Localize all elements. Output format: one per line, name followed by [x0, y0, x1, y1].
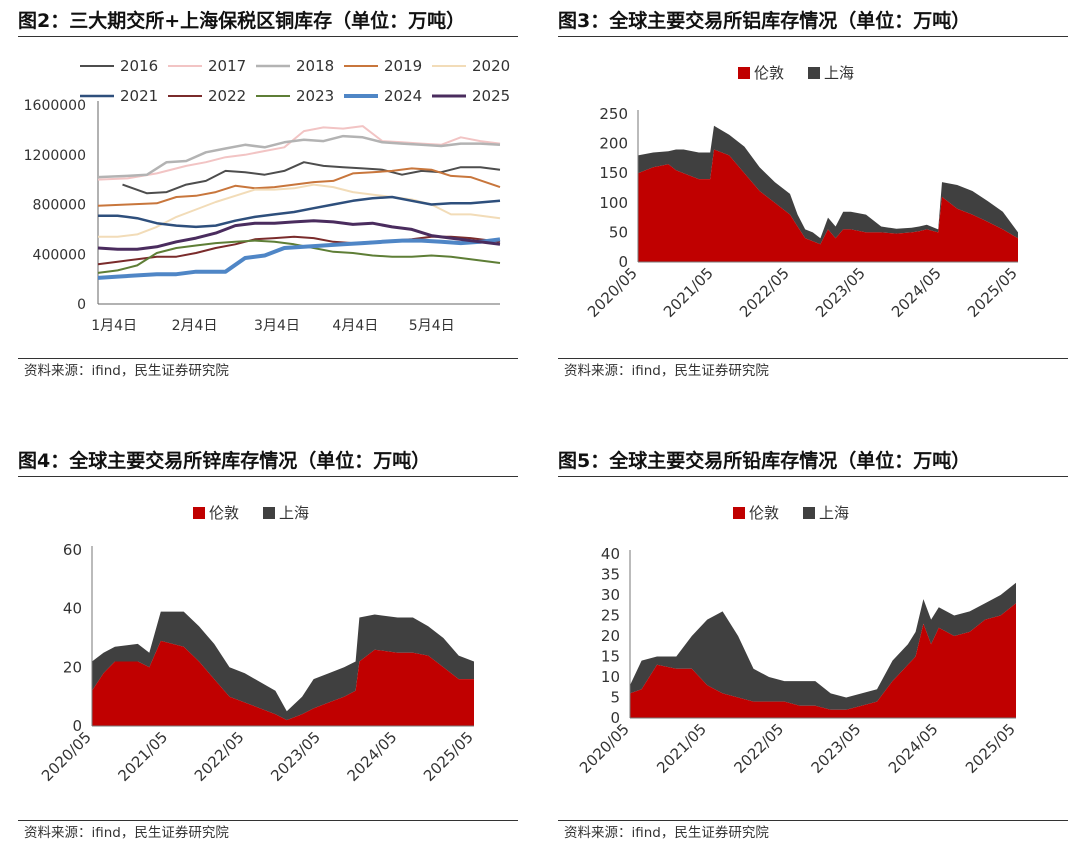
y-tick-label: 15 — [601, 648, 620, 666]
x-tick-label: 2022/05 — [191, 728, 248, 785]
legend-label: 2017 — [208, 57, 246, 75]
x-tick-label: 2021/05 — [653, 720, 710, 777]
legend-swatch-shanghai — [263, 507, 275, 519]
y-tick-label: 800000 — [33, 198, 86, 214]
y-tick-label: 20 — [601, 627, 620, 645]
legend-swatch-london — [193, 507, 205, 519]
zinc-panel: 图4：全球主要交易所锌库存情况（单位：万吨） 伦敦 上海 0 20 40 60 2020/0… — [18, 446, 518, 846]
legend-swatch-london — [733, 507, 745, 519]
legend-label: 2024 — [384, 87, 422, 105]
x-tick-label: 3月4日 — [254, 318, 300, 334]
y-tick-label: 40 — [601, 545, 620, 563]
x-tick-label: 2月4日 — [172, 318, 218, 334]
x-tick-label: 1月4日 — [91, 318, 137, 334]
legend-label-london: 伦敦 — [209, 504, 239, 522]
lead-panel: 图5：全球主要交易所铅库存情况（单位：万吨） 伦敦 上海 0 5 10 15 20 25 30 3… — [558, 446, 1068, 846]
series-line-2024 — [97, 237, 501, 280]
x-tick-label: 2021/05 — [660, 264, 717, 321]
y-tick-label: 200 — [599, 135, 628, 153]
copper-line-chart: 0 400000 800000 1200000 1600000 1月4日 2月4日 3月4日 4… — [24, 57, 511, 334]
legend-label: 2021 — [120, 87, 158, 105]
series-line-2019 — [97, 167, 501, 207]
legend-swatch-shanghai — [808, 67, 820, 79]
y-tick-label: 10 — [601, 668, 620, 686]
area-london — [630, 603, 1016, 718]
x-tick-label: 2024/05 — [885, 720, 942, 777]
area-shanghai — [630, 582, 1016, 710]
copper-title: 图2：三大期交所+上海保税区铜库存（单位：万吨） — [18, 6, 518, 37]
y-tick-label: 0 — [77, 297, 86, 313]
y-tick-label: 5 — [610, 689, 620, 707]
x-tick-label: 2021/05 — [114, 728, 171, 785]
legend-label: 2016 — [120, 57, 158, 75]
x-tick-label: 2022/05 — [736, 264, 793, 321]
area-london — [638, 149, 1018, 262]
x-tick-label: 4月4日 — [332, 318, 378, 334]
x-tick-label: 2025/05 — [420, 728, 477, 785]
legend-label: 2025 — [472, 87, 510, 105]
lead-area-chart: 伦敦 上海 0 5 10 15 20 25 30 35 40 2020/05 2021/05 2022/0… — [576, 504, 1019, 777]
x-tick-label: 2024/05 — [888, 264, 945, 321]
aluminum-source: 资料来源：ifind，民生证券研究院 — [558, 358, 1068, 383]
x-tick-label: 2023/05 — [267, 728, 324, 785]
x-tick-label: 2025/05 — [962, 720, 1019, 777]
y-tick-label: 250 — [599, 105, 628, 123]
y-tick-label: 60 — [63, 541, 82, 559]
x-tick-label: 2020/05 — [38, 728, 95, 785]
legend-label: 2019 — [384, 57, 422, 75]
copper-panel: 图2：三大期交所+上海保税区铜库存（单位：万吨） 0 400000 800000 12… — [18, 6, 518, 386]
y-tick-label: 400000 — [33, 247, 86, 263]
area-shanghai — [92, 611, 474, 721]
y-tick-label: 0 — [610, 709, 620, 727]
y-tick-label: 0 — [72, 717, 82, 735]
y-tick-label: 0 — [618, 253, 628, 271]
aluminum-title: 图3：全球主要交易所铝库存情况（单位：万吨） — [558, 6, 1068, 37]
y-tick-label: 1600000 — [24, 98, 86, 114]
zinc-area-chart: 伦敦 上海 0 20 40 60 2020/05 2021/05 2022/05 2023/05 2… — [38, 504, 477, 785]
x-tick-label: 5月4日 — [409, 318, 455, 334]
copper-source: 资料来源：ifind，民生证券研究院 — [18, 358, 518, 383]
x-tick-label: 2023/05 — [812, 264, 869, 321]
y-tick-label: 20 — [63, 658, 82, 676]
series-line-2022 — [97, 235, 501, 266]
y-tick-label: 35 — [601, 566, 620, 584]
series-line-2025 — [97, 219, 501, 251]
lead-title: 图5：全球主要交易所铅库存情况（单位：万吨） — [558, 446, 1068, 477]
legend-label-shanghai: 上海 — [824, 64, 854, 82]
legend-label: 2018 — [296, 57, 334, 75]
x-tick-label: 2022/05 — [730, 720, 787, 777]
area-london — [92, 640, 474, 726]
x-tick-label: 2020/05 — [576, 720, 633, 777]
lead-source: 资料来源：ifind，民生证券研究院 — [558, 820, 1068, 845]
legend-label: 2020 — [472, 57, 510, 75]
x-tick-label: 2020/05 — [584, 264, 641, 321]
x-tick-label: 2024/05 — [344, 728, 401, 785]
legend-label: 2022 — [208, 87, 246, 105]
y-tick-label: 150 — [599, 164, 628, 182]
zinc-source: 资料来源：ifind，民生证券研究院 — [18, 820, 518, 845]
x-tick-label: 2025/05 — [964, 264, 1021, 321]
series-line-2021 — [98, 195, 501, 229]
y-tick-label: 40 — [63, 600, 82, 618]
legend-label-london: 伦敦 — [754, 64, 784, 82]
series-line-2018 — [97, 134, 501, 179]
zinc-title: 图4：全球主要交易所锌库存情况（单位：万吨） — [18, 446, 518, 477]
aluminum-area-chart: 伦敦 上海 0 50 100 150 200 250 2020/05 2021/05 2022/05… — [584, 64, 1021, 321]
legend-label-london: 伦敦 — [749, 504, 779, 522]
aluminum-panel: 图3：全球主要交易所铝库存情况（单位：万吨） 伦敦 上海 0 50 100 150 200 2… — [558, 6, 1068, 386]
y-tick-label: 1200000 — [24, 148, 86, 164]
legend-swatch-london — [738, 67, 750, 79]
y-tick-label: 50 — [609, 223, 628, 241]
legend-label-shanghai: 上海 — [819, 504, 849, 522]
y-tick-label: 30 — [601, 586, 620, 604]
y-tick-label: 100 — [599, 194, 628, 212]
legend-swatch-shanghai — [803, 507, 815, 519]
legend-label: 2023 — [296, 87, 334, 105]
series-line-2023 — [97, 239, 501, 274]
area-shanghai — [638, 125, 1018, 245]
y-tick-label: 25 — [601, 607, 620, 625]
x-tick-label: 2023/05 — [808, 720, 865, 777]
legend-label-shanghai: 上海 — [279, 504, 309, 522]
